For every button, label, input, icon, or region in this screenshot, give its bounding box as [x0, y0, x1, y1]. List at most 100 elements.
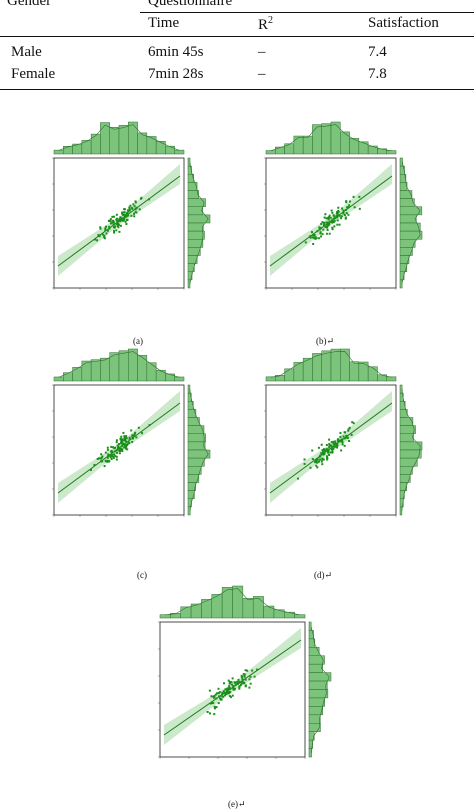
scatter-point — [109, 220, 112, 223]
scatter-point — [337, 438, 340, 441]
scatter-point — [336, 214, 339, 217]
scatter-point — [319, 458, 322, 461]
scatter-point — [313, 237, 316, 240]
scatter-point — [121, 211, 124, 214]
scatter-point — [112, 455, 115, 458]
histogram-bar — [187, 506, 191, 516]
scatter-point — [132, 437, 135, 440]
histogram-bar — [187, 230, 205, 240]
scatter-point — [327, 218, 330, 221]
scatter-point — [330, 220, 333, 223]
scatter-point — [333, 225, 336, 228]
scatter-point — [103, 234, 106, 237]
histogram-bar — [174, 376, 185, 382]
scatter-point — [214, 693, 217, 696]
table-col-time: Time — [148, 15, 180, 31]
scatter-point — [336, 444, 339, 447]
scatter-point — [358, 207, 361, 210]
scatter-point — [337, 206, 340, 209]
scatter-point — [321, 457, 324, 460]
histogram-bar — [53, 149, 64, 155]
histogram-bar — [265, 150, 276, 155]
scatter-point — [332, 214, 335, 217]
histogram-bar — [165, 145, 175, 155]
scatter-point — [243, 673, 246, 676]
histogram-bar — [349, 361, 360, 382]
histogram-bar — [399, 279, 403, 289]
histogram-bar — [265, 376, 276, 382]
scatter-point — [133, 205, 136, 208]
scatter-point — [118, 452, 121, 455]
scatter-point — [335, 216, 338, 219]
scatter-point — [336, 443, 339, 446]
scatter-point — [119, 449, 122, 452]
scatter-point — [328, 453, 331, 456]
scatter-point — [108, 460, 111, 463]
scatter-point — [115, 229, 118, 232]
plot-frame — [53, 384, 185, 516]
histogram-bar — [263, 605, 275, 619]
scatter-point — [135, 436, 138, 439]
scatter-point — [219, 697, 222, 700]
scatter-point — [326, 457, 329, 460]
plot-frame — [53, 157, 185, 289]
scatter-point — [317, 460, 320, 463]
scatter-point — [233, 681, 236, 684]
scatter-point — [230, 683, 233, 686]
scatter-point — [314, 461, 317, 464]
scatter-point — [120, 440, 123, 443]
scatter-point — [227, 679, 230, 682]
scatter-point — [209, 702, 212, 705]
scatter-point — [106, 446, 109, 449]
histogram-bar — [284, 368, 295, 382]
histogram-bar — [159, 614, 171, 619]
histogram-bar — [128, 121, 138, 155]
scatter-point — [322, 458, 325, 461]
scatter-point — [120, 445, 123, 448]
scatter-point — [104, 228, 107, 231]
histogram-bar — [308, 630, 314, 640]
scatter-point — [314, 236, 317, 239]
scatter-point — [321, 233, 324, 236]
scatter-point — [350, 433, 353, 436]
scatter-point — [335, 215, 338, 218]
scatter-point — [232, 684, 235, 687]
scatter-point — [99, 227, 102, 230]
caption-c: (c) — [137, 570, 147, 580]
scatter-point — [126, 209, 129, 212]
scatter-point — [112, 456, 115, 459]
scatter-point — [104, 227, 107, 230]
scatter-point — [325, 447, 328, 450]
scatter-point — [109, 218, 112, 221]
scatter-point — [114, 225, 117, 228]
histogram-bar — [187, 490, 195, 499]
scatter-point — [238, 685, 241, 688]
table-row-satisfaction: 7.8 — [368, 66, 387, 82]
scatter-point — [93, 463, 96, 466]
histogram-bar — [146, 136, 157, 155]
scatter-point — [110, 450, 113, 453]
scatter-point — [217, 687, 220, 690]
scatter-point — [131, 435, 134, 438]
scatter-point — [116, 444, 119, 447]
histogram-bar — [302, 135, 313, 155]
scatter-point — [323, 221, 326, 224]
scatter-point — [99, 226, 102, 229]
histogram-bar — [242, 598, 254, 619]
scatter-point — [125, 440, 128, 443]
scatter-point — [316, 230, 319, 233]
histogram-bar — [146, 362, 157, 382]
histogram-bar — [308, 680, 328, 690]
caption-e: (e)↵ — [228, 799, 246, 809]
scatter-point — [338, 223, 341, 226]
histogram-bar — [308, 723, 321, 732]
scatter-point — [123, 439, 126, 442]
scatter-point — [123, 436, 126, 439]
scatter-point — [123, 213, 126, 216]
scatter-point — [251, 669, 254, 672]
scatter-point — [223, 691, 226, 694]
scatter-point — [115, 458, 118, 461]
scatter-point — [341, 207, 344, 210]
scatter-point — [111, 453, 114, 456]
scatter-point — [123, 435, 126, 438]
